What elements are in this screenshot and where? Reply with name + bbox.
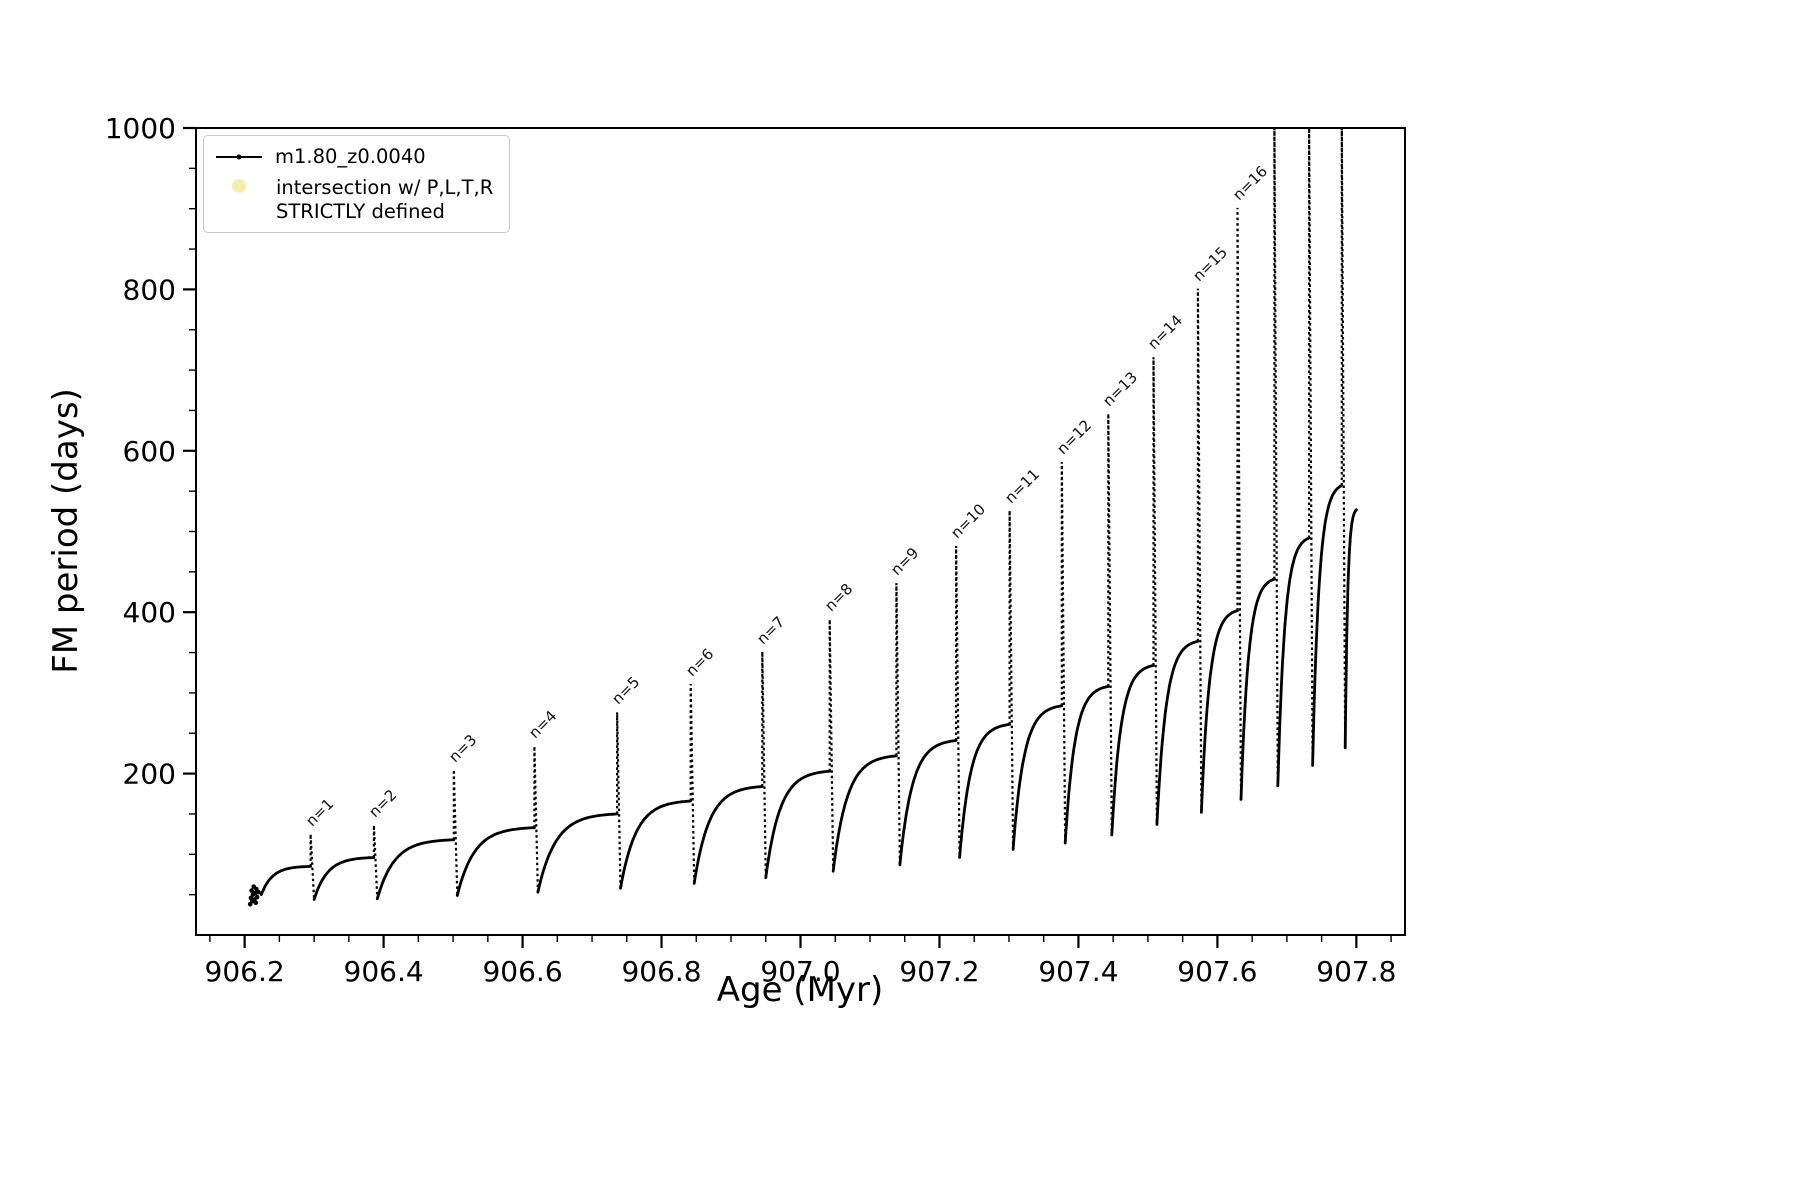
spike-line — [1308, 127, 1314, 766]
spike-line — [895, 583, 901, 865]
spike-line — [761, 651, 767, 878]
spike-line — [955, 545, 961, 858]
spike-line — [1273, 127, 1279, 786]
data-point — [254, 894, 260, 900]
legend-label-series: m1.80_z0.0040 — [275, 145, 426, 168]
series-line — [259, 484, 1358, 901]
spike-line — [1060, 462, 1067, 844]
y-tick-label: 1000 — [105, 112, 176, 145]
data-point — [256, 889, 261, 895]
dot-marker-icon — [232, 178, 246, 193]
spike-line — [1340, 127, 1347, 748]
data-point — [249, 888, 254, 893]
legend-label-intersection-line2: STRICTLY defined — [276, 199, 445, 223]
x-axis-label: Age (Myr) — [716, 970, 884, 1010]
x-tick-label: 907.6 — [1177, 955, 1257, 988]
spike-line — [1196, 288, 1203, 813]
spike-line — [1152, 357, 1158, 825]
spike-line — [616, 712, 622, 889]
x-tick-label: 906.2 — [205, 955, 285, 988]
spike-line — [1107, 413, 1113, 835]
spike-line — [533, 746, 539, 893]
x-tick-label: 906.8 — [621, 955, 701, 988]
y-tick-label: 600 — [123, 435, 176, 468]
x-tick-label: 906.6 — [482, 955, 562, 988]
spike-line — [689, 683, 696, 884]
legend-item-intersection: intersection w/ P,L,T,R STRICTLY defined — [216, 176, 493, 224]
spike-line — [452, 769, 459, 896]
y-tick-label: 400 — [123, 596, 176, 629]
data-point — [253, 900, 259, 905]
x-tick-label: 907.0 — [760, 955, 840, 988]
x-tick-label: 907.8 — [1316, 955, 1396, 988]
y-axis-label: FM period (days) — [46, 388, 86, 674]
spike-line — [372, 825, 379, 899]
x-tick-label: 907.4 — [1038, 955, 1118, 988]
legend-label-intersection-line1: intersection w/ P,L,T,R — [276, 175, 494, 199]
spike-line — [1008, 510, 1015, 850]
legend-item-series: m1.80_z0.0040 — [216, 145, 493, 169]
y-tick-label: 200 — [123, 758, 176, 791]
legend: m1.80_z0.0040 intersection w/ P,L,T,R ST… — [203, 135, 511, 234]
y-tick-label: 800 — [123, 273, 176, 306]
spike-line — [828, 619, 835, 872]
x-tick-label: 906.4 — [344, 955, 424, 988]
x-tick-label: 907.2 — [899, 955, 979, 988]
legend-label-intersection: intersection w/ P,L,T,R STRICTLY defined — [276, 176, 493, 224]
spike-line — [1236, 207, 1243, 800]
line-dot-marker-icon — [216, 155, 262, 159]
